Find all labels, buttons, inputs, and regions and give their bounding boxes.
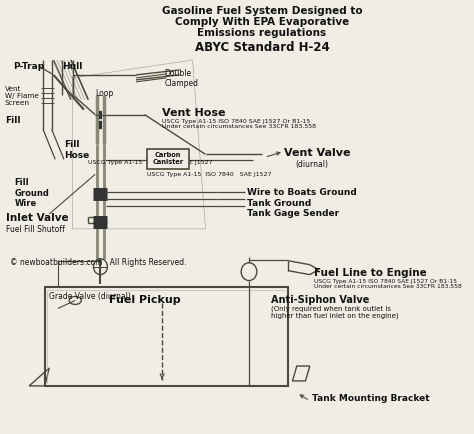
Text: Fill: Fill xyxy=(5,115,20,125)
Text: Vent Hose: Vent Hose xyxy=(162,108,226,118)
Text: Tank Ground: Tank Ground xyxy=(247,199,311,207)
Text: Fill
Hose: Fill Hose xyxy=(64,140,89,160)
Bar xyxy=(147,150,189,170)
Text: Vent
W/ Flame
Screen: Vent W/ Flame Screen xyxy=(5,85,39,105)
Text: © newboatbuilders.com   All Rights Reserved.: © newboatbuilders.com All Rights Reserve… xyxy=(10,257,187,266)
Text: ABYC Standard H-24: ABYC Standard H-24 xyxy=(195,41,329,54)
Text: Fuel Pickup: Fuel Pickup xyxy=(109,295,181,305)
Text: USCG Type A1-15 ISO 7840 SAE J1527 Or B1-15
Under certain circumstances See 33CF: USCG Type A1-15 ISO 7840 SAE J1527 Or B1… xyxy=(314,278,462,289)
Text: Tank Gage Sender: Tank Gage Sender xyxy=(247,209,339,217)
Text: Double
Clamped: Double Clamped xyxy=(165,69,199,88)
Text: Grade Valve (diurnal): Grade Valve (diurnal) xyxy=(49,291,131,300)
Text: (Only required when tank outlet is
higher than fuel inlet on the engine): (Only required when tank outlet is highe… xyxy=(271,305,398,319)
Text: Wire to Boats Ground: Wire to Boats Ground xyxy=(247,188,357,197)
Text: Emissions regulations: Emissions regulations xyxy=(198,28,327,38)
Text: Carbon
Canister: Carbon Canister xyxy=(153,152,184,165)
Text: Tank Mounting Bracket: Tank Mounting Bracket xyxy=(311,394,429,402)
Text: Fuel Line to Engine: Fuel Line to Engine xyxy=(314,267,427,277)
Text: (diurnal): (diurnal) xyxy=(295,160,328,169)
Text: Fill
Ground
Wire: Fill Ground Wire xyxy=(14,178,49,207)
Text: Comply With EPA Evaporative: Comply With EPA Evaporative xyxy=(175,17,349,27)
Text: Hull: Hull xyxy=(62,62,82,71)
Text: Vent Valve: Vent Valve xyxy=(284,148,350,158)
Text: Inlet Valve: Inlet Valve xyxy=(6,213,68,223)
Text: P-Trap: P-Trap xyxy=(14,62,45,71)
Bar xyxy=(45,287,288,386)
Text: USCG Type A1-15  ISO 7840   SAE J1527: USCG Type A1-15 ISO 7840 SAE J1527 xyxy=(88,160,213,165)
Text: Gasoline Fuel System Designed to: Gasoline Fuel System Designed to xyxy=(162,7,362,16)
Text: USCG Type A1-15  ISO 7840   SAE J1527: USCG Type A1-15 ISO 7840 SAE J1527 xyxy=(147,172,272,177)
Text: Anti-Siphon Valve: Anti-Siphon Valve xyxy=(271,294,369,304)
Text: Fuel Fill Shutoff: Fuel Fill Shutoff xyxy=(6,224,64,233)
Text: USCG Type A1-15 ISO 7840 SAE J1527 Or B1-15
Under certain circumstances See 33CF: USCG Type A1-15 ISO 7840 SAE J1527 Or B1… xyxy=(162,118,316,129)
Text: Loop: Loop xyxy=(95,89,113,98)
